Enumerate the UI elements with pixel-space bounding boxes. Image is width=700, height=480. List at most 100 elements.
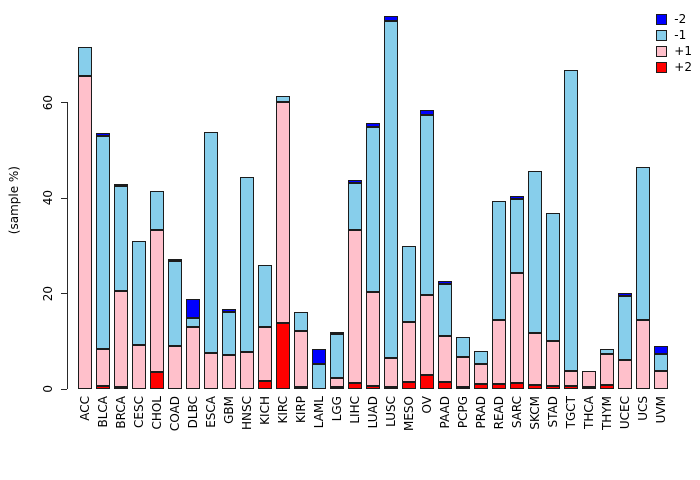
x-tick-label-text: TGCT xyxy=(564,396,578,429)
bar-TGCT xyxy=(564,70,578,389)
bar-LGG-segment--2 xyxy=(330,332,344,335)
x-tick-label-text: DLBC xyxy=(186,396,200,429)
legend-item--1: -1 xyxy=(656,29,692,41)
bar-SARC-segment-+1 xyxy=(510,272,524,384)
bar-THYM-segment-+1 xyxy=(600,354,614,386)
bar-GBM xyxy=(222,309,236,389)
legend-label: +1 xyxy=(674,44,692,58)
x-tick-label-UVM: UVM xyxy=(654,396,668,423)
bar-DLBC-segment--2 xyxy=(186,299,200,319)
y-axis-line xyxy=(67,102,68,389)
bar-THYM-segment--1 xyxy=(600,349,614,355)
bar-BLCA-segment-+1 xyxy=(96,348,110,387)
bar-CESC-segment-+1 xyxy=(132,345,146,389)
x-tick-label-text: LAML xyxy=(312,396,326,429)
bar-LUSC-segment-+2 xyxy=(384,387,398,389)
bar-CESC xyxy=(132,240,146,389)
bar-KICH-segment-+2 xyxy=(258,381,272,389)
legend-swatch--2 xyxy=(656,13,668,25)
bar-UCS-segment--1 xyxy=(636,167,650,321)
bar-MESO-segment--1 xyxy=(402,245,416,322)
bar-DLBC-segment--1 xyxy=(186,318,200,327)
bar-LUAD xyxy=(366,123,380,389)
bar-LAML-segment--2 xyxy=(312,349,326,364)
y-tick-label: 20 xyxy=(40,279,56,307)
bar-SARC-segment--1 xyxy=(510,199,524,273)
x-tick-label-TGCT: TGCT xyxy=(564,396,578,428)
bar-TGCT-segment-+1 xyxy=(564,370,578,387)
bar-KIRC-segment--1 xyxy=(276,96,290,102)
bar-SARC xyxy=(510,195,524,389)
bar-LGG xyxy=(330,332,344,389)
x-tick-label-KICH: KICH xyxy=(258,396,272,425)
x-tick-label-text: KIRP xyxy=(294,396,308,423)
x-tick-label-PAAD: PAAD xyxy=(438,396,452,428)
y-tick-mark xyxy=(61,197,67,199)
x-tick-label-LUAD: LUAD xyxy=(366,396,380,428)
x-tick-label-text: LGG xyxy=(330,396,344,422)
x-tick-label-text: KICH xyxy=(258,396,272,425)
x-tick-label-text: OV xyxy=(420,396,434,414)
x-tick-label-THYM: THYM xyxy=(600,396,614,430)
bar-LUAD-segment-+2 xyxy=(366,385,380,389)
bar-LIHC-segment-+2 xyxy=(348,382,362,389)
x-tick-label-text: SKCM xyxy=(528,396,542,430)
bar-THYM-segment-+2 xyxy=(600,385,614,389)
bar-LUSC-segment--1 xyxy=(384,21,398,359)
bar-SKCM-segment--1 xyxy=(528,170,542,333)
legend-label: -1 xyxy=(674,28,687,42)
bar-LAML-segment--1 xyxy=(312,363,326,389)
x-tick-label-text: UCS xyxy=(636,396,650,421)
x-tick-label-text: UCEC xyxy=(618,396,632,430)
y-tick-mark xyxy=(61,293,67,295)
bar-PCPG-segment-+2 xyxy=(456,387,470,389)
x-tick-label-text: PAAD xyxy=(438,396,452,429)
bar-ESCA-segment-+1 xyxy=(204,353,218,389)
bar-GBM-segment-+1 xyxy=(222,354,236,389)
bar-TGCT-segment--1 xyxy=(564,70,578,371)
x-tick-label-text: BRCA xyxy=(114,396,128,429)
bar-STAD xyxy=(546,213,560,389)
bar-THCA-segment-+2 xyxy=(582,386,596,389)
bar-KIRP-segment--1 xyxy=(294,312,308,332)
x-tick-label-LIHC: LIHC xyxy=(348,396,362,424)
legend-item-+1: +1 xyxy=(656,45,692,57)
bar-PRAD xyxy=(474,350,488,389)
bar-KICH-segment--1 xyxy=(258,264,272,327)
bar-LGG-segment-+1 xyxy=(330,378,344,387)
x-tick-label-HNSC: HNSC xyxy=(240,396,254,430)
bar-DLBC-segment-+1 xyxy=(186,326,200,389)
bar-UCEC-segment-+1 xyxy=(618,359,632,389)
x-tick-label-text: ESCA xyxy=(204,396,218,428)
x-tick-label-text: CHOL xyxy=(150,396,164,430)
x-tick-label-UCEC: UCEC xyxy=(618,396,632,429)
bar-LUAD-segment--2 xyxy=(366,123,380,127)
y-tick-mark xyxy=(61,389,67,390)
x-tick-label-text: LIHC xyxy=(348,396,362,424)
bar-COAD-segment-+1 xyxy=(168,345,182,389)
bar-KIRC-segment-+1 xyxy=(276,101,290,324)
bar-UVM-segment--1 xyxy=(654,354,668,371)
bar-COAD-segment--2 xyxy=(168,258,182,261)
y-tick-label-text: 60 xyxy=(41,94,55,110)
bar-CHOL-segment--1 xyxy=(150,190,164,230)
y-tick-mark xyxy=(61,102,67,104)
bar-LUSC xyxy=(384,15,398,389)
bar-KIRC-segment-+2 xyxy=(276,323,290,389)
bar-KIRC xyxy=(276,96,290,389)
bar-OV-segment--1 xyxy=(420,114,434,296)
y-tick-label-text: 20 xyxy=(41,285,55,302)
bar-LGG-segment-+2 xyxy=(330,387,344,389)
x-tick-label-PCPG: PCPG xyxy=(456,396,470,428)
legend-swatch-+2 xyxy=(656,61,668,73)
y-tick-label: 40 xyxy=(40,184,56,212)
bar-MESO xyxy=(402,245,416,389)
bar-BRCA-segment-+2 xyxy=(114,386,128,389)
x-tick-label-text: SARC xyxy=(510,396,524,429)
x-tick-label-text: ACC xyxy=(78,396,92,421)
x-tick-label-text: LUAD xyxy=(366,396,380,429)
x-tick-label-text: THYM xyxy=(600,396,614,431)
bar-ESCA xyxy=(204,131,218,389)
legend-label: -2 xyxy=(674,12,687,26)
bar-PRAD-segment--1 xyxy=(474,350,488,365)
